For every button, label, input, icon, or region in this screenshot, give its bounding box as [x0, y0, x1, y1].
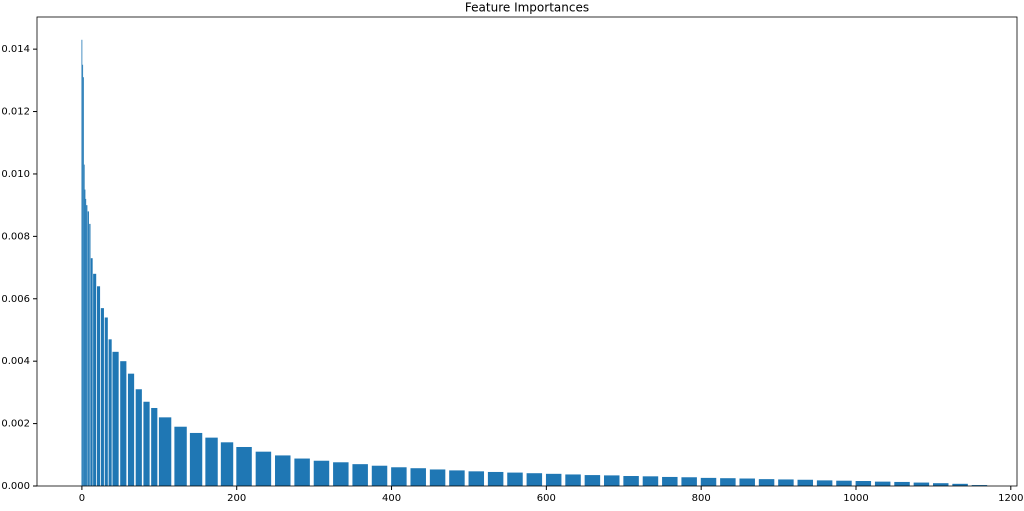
bar [932, 483, 949, 486]
bar [135, 389, 142, 486]
y-tick-label: 0.002 [1, 419, 30, 430]
bar [81, 39, 83, 486]
bar [507, 472, 523, 486]
bar [642, 476, 659, 486]
bar [468, 471, 485, 486]
bar [108, 339, 112, 486]
bar [333, 462, 349, 486]
bar [96, 286, 101, 486]
bar [584, 475, 601, 486]
y-tick-label: 0.014 [1, 44, 30, 55]
bar [104, 317, 108, 486]
bar [681, 477, 697, 486]
bar [83, 164, 85, 487]
bar [971, 485, 988, 486]
bar [913, 482, 930, 486]
bar [82, 64, 84, 486]
bar [487, 471, 504, 486]
bar [836, 480, 852, 486]
bar [255, 451, 272, 486]
bar [700, 477, 717, 486]
bar [93, 273, 97, 486]
x-tick-label: 800 [692, 493, 711, 504]
bar [236, 446, 252, 486]
bar [720, 478, 736, 486]
bar [120, 361, 127, 486]
bar [565, 474, 581, 486]
bar [758, 479, 775, 486]
bar [797, 479, 814, 486]
bar [83, 77, 84, 487]
y-tick-label: 0.008 [1, 231, 30, 242]
bar [112, 351, 119, 486]
bar [604, 475, 620, 486]
y-tick-label: 0.004 [1, 356, 30, 367]
bar [158, 417, 172, 486]
y-tick-label: 0.010 [1, 169, 30, 180]
bar [86, 205, 88, 486]
bar [739, 478, 755, 486]
y-tick-label: 0.000 [1, 481, 30, 492]
bar [84, 189, 86, 486]
bar [89, 223, 91, 487]
bar [100, 308, 104, 486]
bar [275, 455, 291, 486]
bar [855, 481, 872, 486]
x-tick-label: 1200 [998, 493, 1023, 504]
bar [151, 407, 158, 486]
bar [352, 464, 368, 486]
bar [85, 198, 87, 486]
x-tick-label: 400 [382, 493, 401, 504]
bar [410, 468, 426, 486]
x-tick-label: 1000 [843, 493, 868, 504]
chart-title: Feature Importances [465, 1, 589, 15]
y-tick-label: 0.006 [1, 294, 30, 305]
bar [87, 211, 89, 486]
bar [429, 469, 446, 486]
bar [391, 467, 407, 486]
bar [313, 460, 330, 486]
bar [294, 458, 310, 486]
bar [189, 432, 203, 486]
bar [220, 442, 234, 486]
x-tick-label: 200 [227, 493, 246, 504]
bar [449, 470, 465, 486]
bar [127, 373, 135, 486]
bar [371, 465, 388, 486]
bar [205, 437, 218, 486]
x-tick-label: 0 [79, 493, 85, 504]
bar [894, 481, 910, 486]
bar [623, 476, 639, 486]
bar [174, 426, 187, 486]
bar [90, 258, 93, 486]
bar [952, 483, 968, 486]
bar [662, 476, 678, 486]
bar [874, 481, 891, 486]
bar [526, 473, 543, 486]
bar [143, 401, 150, 486]
bar [778, 479, 794, 486]
plot-frame [36, 16, 1018, 487]
bar [816, 480, 833, 486]
y-tick-label: 0.012 [1, 107, 30, 118]
x-tick-label: 600 [537, 493, 556, 504]
bar [545, 473, 562, 486]
